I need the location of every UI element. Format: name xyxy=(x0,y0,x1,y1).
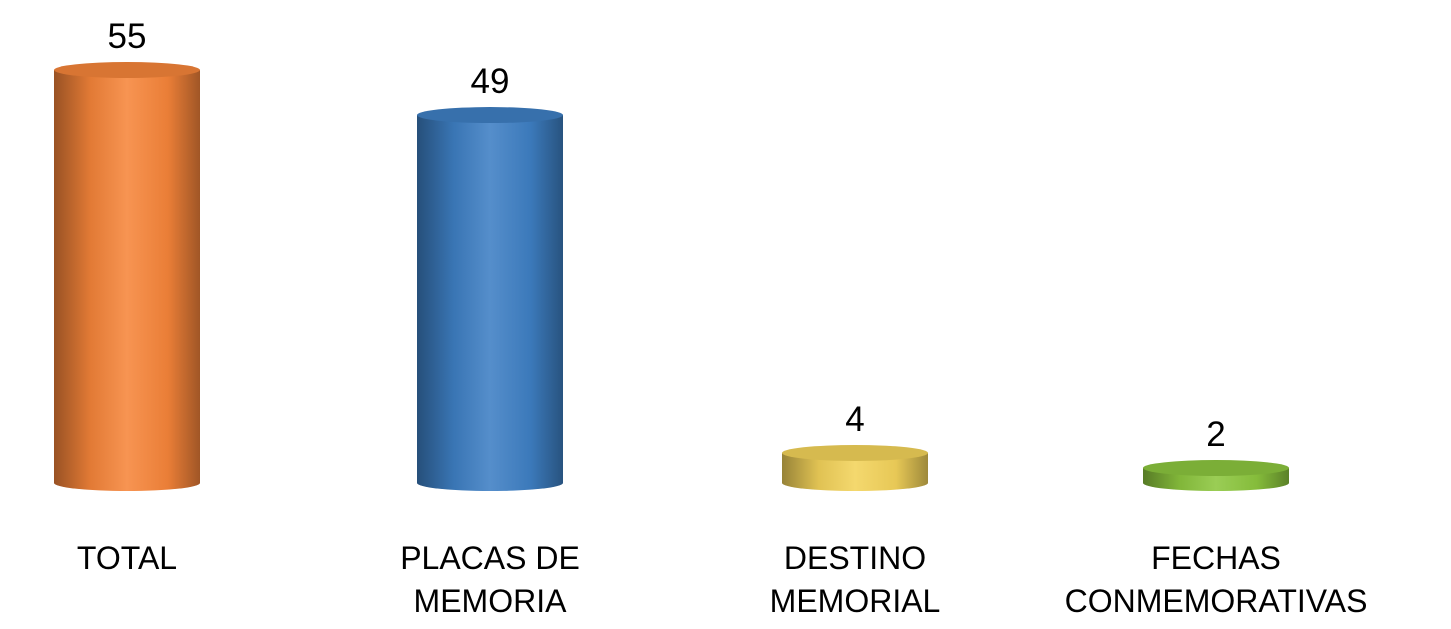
category-label-line: TOTAL xyxy=(76,540,178,576)
category-label-line: MEMORIAL xyxy=(769,583,941,619)
category-label: PLACAS DE MEMORIA xyxy=(320,537,660,623)
data-label: 55 xyxy=(108,17,147,56)
bar-top-cap xyxy=(782,444,928,461)
bar-body xyxy=(417,115,563,492)
bar xyxy=(1143,459,1289,491)
bar-body xyxy=(782,452,928,491)
data-label: 2 xyxy=(1206,415,1225,454)
bar-top-cap xyxy=(1143,459,1289,476)
category-label: DESTINO MEMORIAL xyxy=(685,537,1025,623)
bar xyxy=(54,62,200,491)
data-label: 49 xyxy=(471,62,510,101)
category-label: FECHAS CONMEMORATIVAS xyxy=(1046,537,1386,623)
category-label-line: FECHAS xyxy=(1151,540,1281,576)
category-label-line: MEMORIA xyxy=(413,583,567,619)
category-label: TOTAL xyxy=(0,537,297,580)
category-label-line: PLACAS DE xyxy=(400,540,580,576)
bar-top-cap xyxy=(54,62,200,78)
category-label-line: CONMEMORATIVAS xyxy=(1064,583,1368,619)
bar-top-cap xyxy=(417,107,563,124)
bar-body xyxy=(54,70,200,491)
category-label-line: DESTINO xyxy=(783,540,927,576)
data-label: 4 xyxy=(845,400,864,439)
bar xyxy=(782,444,928,491)
bar xyxy=(417,107,563,492)
